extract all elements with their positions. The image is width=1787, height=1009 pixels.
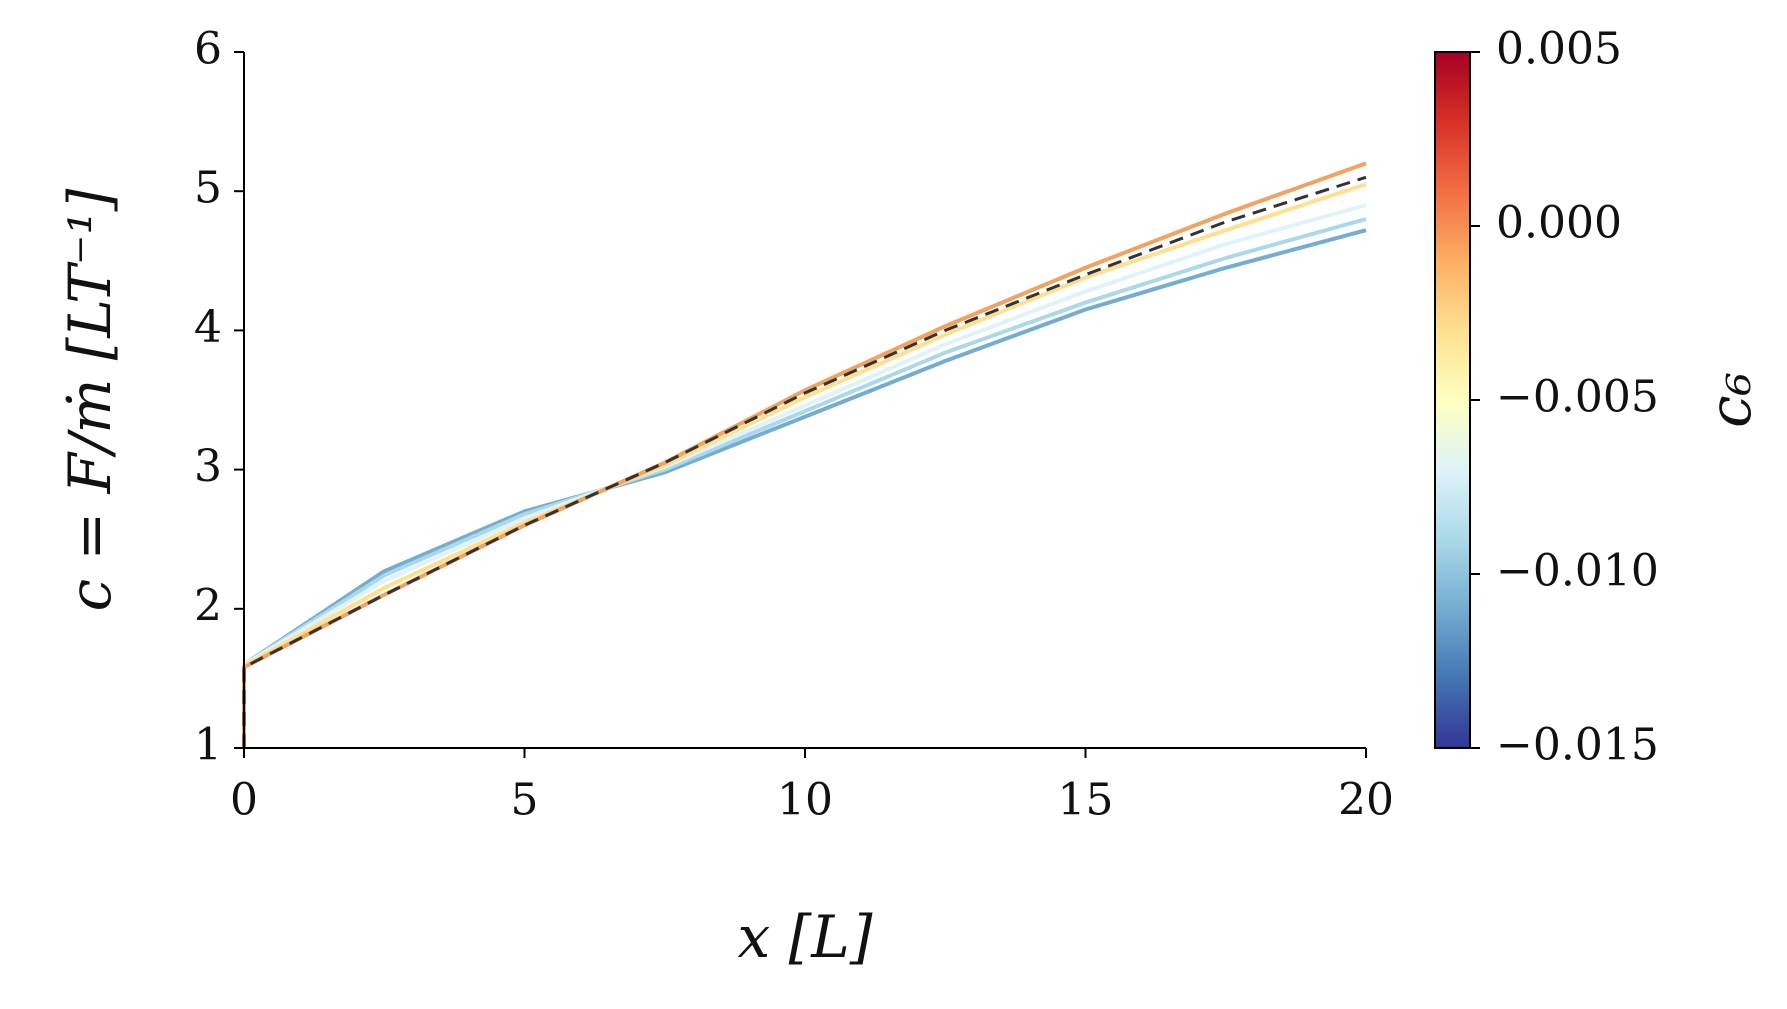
y-tick-label: 2 [194,580,222,631]
series-line [242,175,1367,748]
y-axis-label: c = F/ṁ [LT⁻¹] [56,188,124,611]
series-line [242,217,1367,748]
y-tick-label: 5 [194,163,222,214]
y-tick-label: 6 [194,24,222,75]
colorbar-tick-label: −0.005 [1496,372,1659,423]
colorbar-tick-label: −0.015 [1496,720,1659,771]
series-line [242,228,1367,748]
colorbar-label: c₆ [1696,372,1764,428]
y-tick-label: 4 [194,302,222,353]
x-tick-label: 5 [511,775,539,826]
y-tick-label: 1 [194,720,222,771]
x-tick-label: 0 [230,775,258,826]
x-axis-label: x [L] [738,903,873,971]
colorbar-tick-label: −0.010 [1496,546,1659,597]
series-line [242,161,1367,748]
x-tick-label: 15 [1058,775,1114,826]
y-tick-label: 3 [194,441,222,492]
series-line [242,182,1367,748]
series-line [242,203,1367,748]
x-tick-label: 20 [1338,775,1394,826]
colorbar-tick-label: 0.005 [1496,24,1622,75]
colorbar-tick-label: 0.000 [1496,198,1622,249]
colorbar [1434,51,1471,749]
x-tick-label: 10 [777,775,833,826]
